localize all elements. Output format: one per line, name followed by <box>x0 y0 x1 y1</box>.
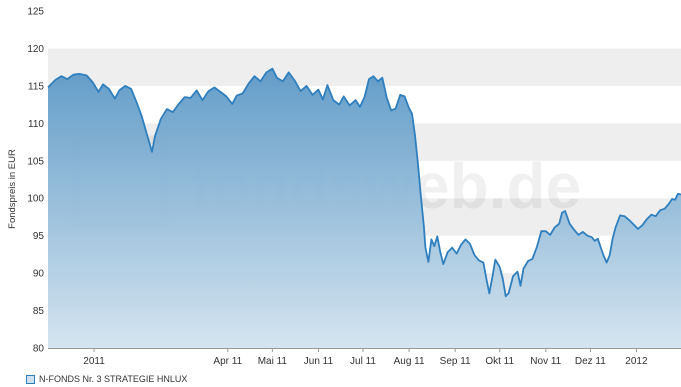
legend-label: N-FONDS Nr. 3 STRATEGIE HNLUX <box>39 374 188 384</box>
legend-swatch <box>26 374 35 384</box>
series-line <box>47 67 681 298</box>
y-axis-label: Fondspreis in EUR <box>7 149 18 229</box>
y-tick-label: 115 <box>28 81 44 92</box>
x-tick-label: Jul 11 <box>350 356 376 367</box>
y-tick-label: 100 <box>27 194 44 205</box>
x-tick-label: Okt 11 <box>485 356 514 367</box>
y-tick-label: 95 <box>33 231 45 242</box>
y-tick-label: 120 <box>27 44 44 55</box>
x-tick-label: Aug 11 <box>394 356 425 367</box>
x-tick-label: Nov 11 <box>530 356 561 367</box>
x-tick-label: Mai 11 <box>258 356 288 367</box>
y-tick-label: 85 <box>33 306 45 317</box>
x-axis-ticks: 2011 Apr 11 Mai 11 Jun 11 Jul 11 Aug 11 Sep 11… <box>83 348 648 367</box>
y-tick-label: 110 <box>28 119 44 130</box>
legend[interactable]: N-FONDS Nr. 3 STRATEGIE HNLUX <box>26 372 187 386</box>
x-tick-label: Dez 11 <box>575 356 606 367</box>
grid-band <box>48 11 681 49</box>
x-tick-label: Jun 11 <box>304 356 334 367</box>
y-tick-label: 125 <box>27 7 44 18</box>
y-axis-ticks: 80 85 90 95 100 105 110 115 120 125 <box>27 7 44 355</box>
x-tick-label: 2011 <box>83 356 105 367</box>
x-tick-label: Apr 11 <box>213 356 242 367</box>
x-tick-label: Sep 11 <box>440 356 471 367</box>
y-tick-label: 80 <box>33 344 45 355</box>
x-tick-label: 2012 <box>625 356 648 367</box>
series-area <box>48 68 681 348</box>
y-tick-label: 105 <box>27 156 44 167</box>
grid-band <box>48 48 681 86</box>
y-tick-label: 90 <box>33 269 45 280</box>
